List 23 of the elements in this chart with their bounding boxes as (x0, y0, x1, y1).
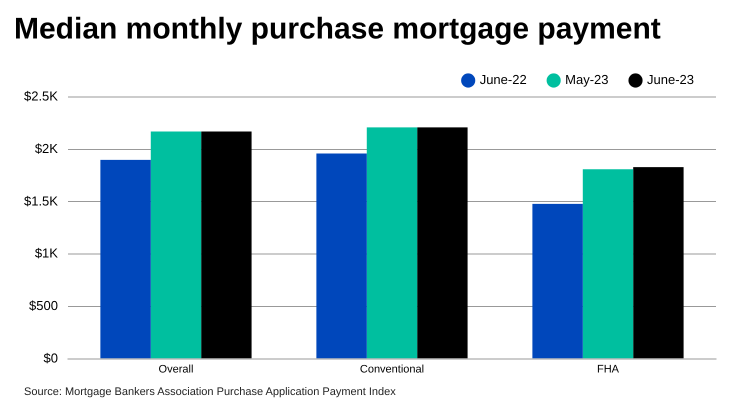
legend-label: May-23 (565, 72, 609, 88)
y-tick-label: $1.5K (24, 193, 58, 208)
y-tick-label: $1K (34, 246, 58, 261)
y-tick-label: $2K (34, 140, 58, 156)
bar (417, 127, 468, 358)
chart-title: Median monthly purchase mortgage payment (14, 12, 661, 46)
x-tick-label: Conventional (360, 363, 424, 376)
source-note: Source: Mortgage Bankers Association Purchase Application Payment Index (24, 386, 396, 398)
bar (316, 154, 367, 358)
y-tick-label: $2.5K (24, 88, 58, 104)
bar (633, 167, 684, 358)
bar (100, 160, 151, 358)
bar (150, 132, 202, 358)
x-tick-label: FHA (596, 363, 620, 376)
legend-label: June-23 (647, 72, 694, 88)
x-tick-label: Overall (158, 363, 194, 376)
y-tick-label: $500 (29, 298, 58, 314)
legend-label: June-22 (480, 72, 527, 88)
bar (532, 204, 583, 358)
bar (201, 132, 252, 358)
y-tick-label: $0 (44, 350, 58, 366)
bar (582, 169, 634, 358)
bar (366, 127, 418, 358)
